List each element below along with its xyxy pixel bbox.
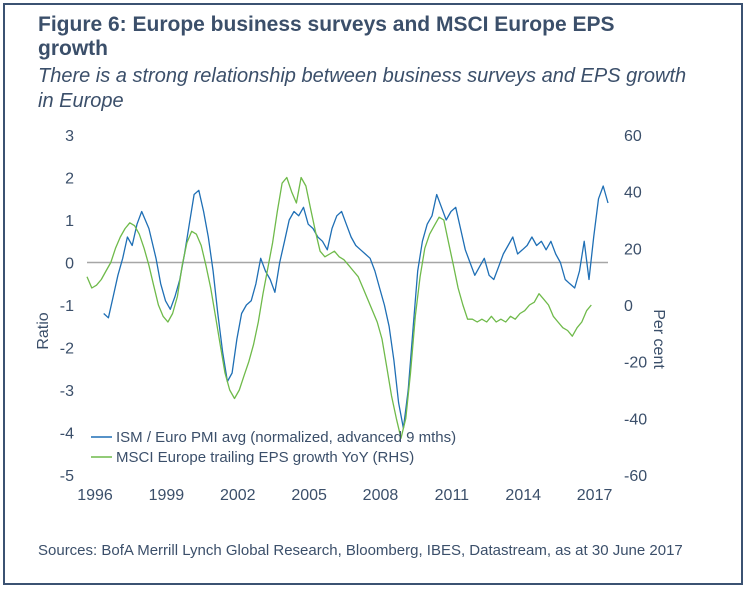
- figure-frame: [3, 3, 743, 585]
- y-tick-label: -5: [60, 468, 74, 485]
- x-tick-label: 1999: [149, 487, 185, 504]
- legend-label-1: ISM / Euro PMI avg (normalized, advanced…: [116, 429, 456, 446]
- y-tick-label: 1: [65, 213, 74, 230]
- series-line-2: [86, 176, 592, 439]
- y-tick-label: 2: [65, 171, 74, 188]
- x-tick-label: 2008: [363, 487, 399, 504]
- series-line-1: [103, 185, 609, 429]
- y2-tick-label: -60: [624, 468, 647, 485]
- y2-tick-label: -40: [624, 411, 647, 428]
- legend-label-2: MSCI Europe trailing EPS growth YoY (RHS…: [116, 449, 414, 466]
- x-tick-label: 2014: [505, 487, 541, 504]
- figure-subtitle: There is a strong relationship between b…: [38, 65, 687, 112]
- x-tick-label: 2005: [291, 487, 327, 504]
- x-tick-label: 1996: [77, 487, 113, 504]
- y2-tick-label: 20: [624, 241, 642, 258]
- y2-tick-label: 40: [624, 185, 642, 202]
- y-tick-label: -4: [60, 426, 74, 443]
- y2-tick-label: 0: [624, 298, 633, 315]
- figure-title: Figure 6: Europe business surveys and MS…: [38, 13, 615, 60]
- source-note: Sources: BofA Merrill Lynch Global Resea…: [38, 542, 683, 559]
- x-tick-label: 2017: [577, 487, 613, 504]
- axes: 3 2 1 0 -1 -2 -3 -4 -5 60 40 20 0 -20 -40 -60 1996 1999 20…: [60, 128, 647, 504]
- y2-tick-label: -20: [624, 355, 647, 372]
- y2-axis-label: Per cent: [650, 309, 667, 369]
- x-tick-label: 2002: [220, 487, 256, 504]
- series-lines: [86, 176, 609, 439]
- y-axis-label: Ratio: [35, 312, 52, 349]
- legend: ISM / Euro PMI avg (normalized, advanced…: [91, 429, 456, 466]
- y2-tick-label: 60: [624, 128, 642, 145]
- y-tick-label: -2: [60, 341, 74, 358]
- y-tick-label: -3: [60, 383, 74, 400]
- y-tick-label: 3: [65, 128, 74, 145]
- y-tick-label: -1: [60, 298, 74, 315]
- x-tick-label: 2011: [435, 487, 470, 504]
- y-tick-label: 0: [65, 256, 74, 273]
